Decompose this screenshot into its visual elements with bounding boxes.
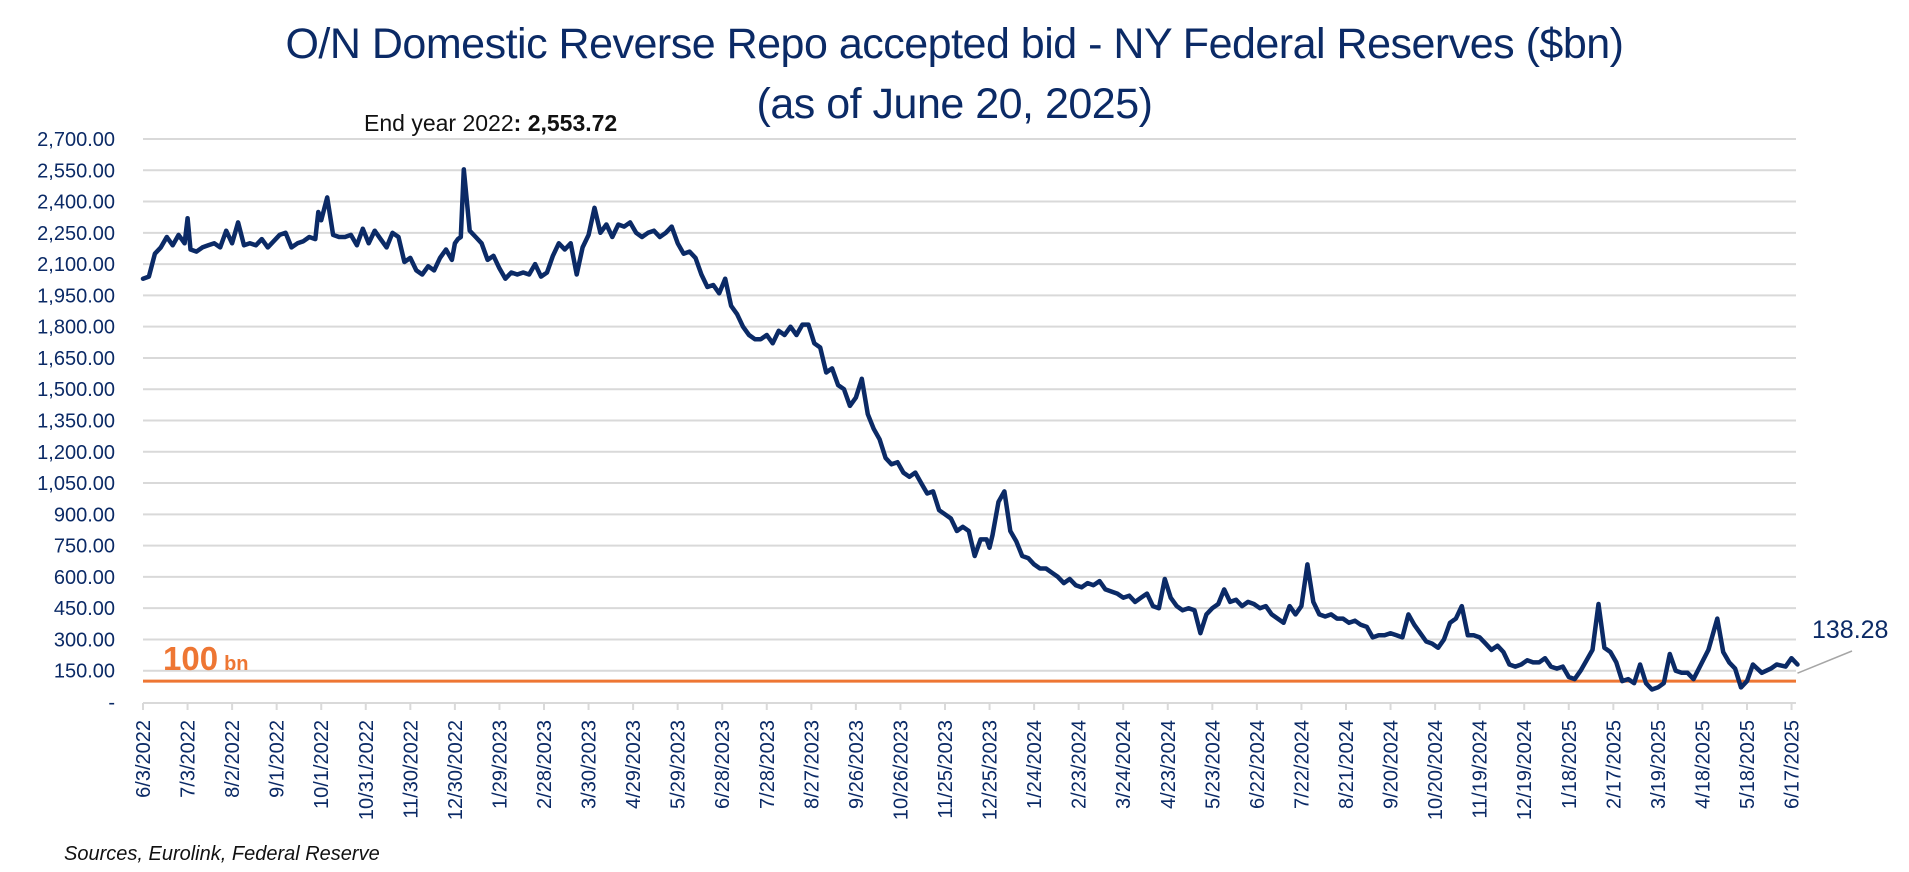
- y-tick-label: 450.00: [54, 598, 115, 620]
- y-tick-label: 2,400.00: [37, 192, 115, 214]
- x-tick-label: 9/20/2024: [1381, 720, 1403, 809]
- x-tick-label: 8/2/2022: [222, 720, 244, 798]
- x-tick-label: 7/22/2024: [1291, 720, 1313, 809]
- x-tick-label: 7/3/2022: [178, 720, 200, 798]
- y-tick-label: 900.00: [54, 504, 115, 526]
- x-tick-label: 6/22/2024: [1247, 720, 1269, 809]
- x-tick-label: 1/18/2025: [1559, 720, 1581, 809]
- series-line-reverse-repo: [140, 167, 1800, 692]
- y-tick-label: 1,950.00: [37, 285, 115, 307]
- x-tick-label: 1/29/2023: [489, 720, 511, 809]
- reference-line-unit: bn: [224, 653, 249, 675]
- end-year-annotation: End year 2022: 2,553.72: [364, 110, 618, 136]
- x-tick-label: 4/29/2023: [623, 720, 645, 809]
- x-tick-label: 12/25/2023: [980, 720, 1002, 820]
- x-tick-label: 11/19/2024: [1470, 720, 1492, 819]
- x-tick-label: 6/28/2023: [712, 720, 734, 809]
- chart-title: O/N Domestic Reverse Repo accepted bid -…: [285, 20, 1624, 68]
- y-tick-label: -: [108, 692, 115, 714]
- x-tick-label: 11/30/2022: [400, 720, 422, 819]
- x-tick-label: 6/3/2022: [133, 720, 155, 798]
- x-tick-label: 3/19/2025: [1648, 720, 1670, 809]
- x-tick-label: 5/29/2023: [668, 720, 690, 809]
- x-tick-label: 12/30/2022: [445, 720, 467, 820]
- reference-line-value: 100: [163, 640, 219, 677]
- x-tick-label: 10/1/2022: [311, 720, 333, 809]
- x-tick-label: 5/18/2025: [1737, 720, 1759, 809]
- x-tick-label: 2/17/2025: [1603, 720, 1625, 809]
- x-tick-label: 8/27/2023: [801, 720, 823, 809]
- y-tick-label: 1,500.00: [37, 379, 115, 401]
- x-tick-label: 9/26/2023: [846, 720, 868, 809]
- reference-line-label: 100 bn: [163, 640, 249, 678]
- y-tick-label: 2,250.00: [37, 223, 115, 245]
- end-year-value: 2,553.72: [527, 110, 618, 136]
- x-tick-label: 2/23/2024: [1069, 720, 1091, 809]
- y-tick-label: 1,650.00: [37, 348, 115, 370]
- x-tick-label: 6/17/2025: [1782, 720, 1804, 809]
- y-tick-label: 1,800.00: [37, 317, 115, 339]
- x-tick-label: 3/24/2024: [1113, 720, 1135, 809]
- x-tick-label: 10/26/2023: [890, 720, 912, 820]
- last-value-leader-line: [1797, 650, 1853, 674]
- y-tick-label: 2,550.00: [37, 160, 115, 182]
- last-value-callout: 138.28: [1812, 616, 1889, 644]
- y-tick-label: 600.00: [54, 567, 115, 589]
- x-tick-label: 7/28/2023: [757, 720, 779, 809]
- x-tick-label: 8/21/2024: [1336, 720, 1358, 809]
- x-tick-label: 9/1/2022: [267, 720, 289, 798]
- x-tick-label: 10/31/2022: [356, 720, 378, 820]
- x-tick-label: 1/24/2024: [1024, 720, 1046, 809]
- x-tick-label: 5/23/2024: [1202, 720, 1224, 809]
- y-tick-label: 1,050.00: [37, 473, 115, 495]
- x-tick-label: 10/20/2024: [1425, 720, 1447, 820]
- end-year-label: End year 2022: [364, 110, 514, 136]
- y-tick-label: 2,100.00: [37, 254, 115, 276]
- y-tick-label: 750.00: [54, 536, 115, 558]
- x-tick-label: 11/25/2023: [935, 720, 957, 819]
- source-note: Sources, Eurolink, Federal Reserve: [64, 843, 380, 865]
- y-tick-label: 2,700.00: [37, 129, 115, 151]
- y-tick-label: 1,350.00: [37, 411, 115, 433]
- x-tick-label: 3/30/2023: [579, 720, 601, 809]
- y-tick-label: 300.00: [54, 629, 115, 651]
- x-tick-label: 2/28/2023: [534, 720, 556, 809]
- chart-subtitle: (as of June 20, 2025): [756, 80, 1153, 128]
- x-tick-label: 4/23/2024: [1158, 720, 1180, 809]
- x-tick-label: 12/19/2024: [1514, 720, 1536, 820]
- y-tick-label: 150.00: [54, 661, 115, 683]
- x-tick-label: 4/18/2025: [1692, 720, 1714, 809]
- y-tick-label: 1,200.00: [37, 442, 115, 464]
